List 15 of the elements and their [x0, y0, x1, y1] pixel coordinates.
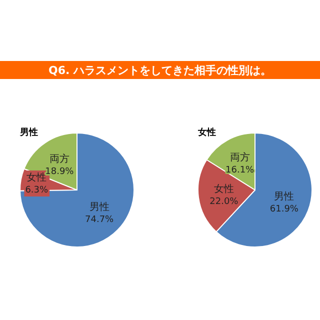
data-label: 6.3%: [25, 185, 49, 196]
data-label: 61.9%: [270, 204, 299, 214]
data-label: 22.0%: [210, 197, 239, 208]
text: Q6. ハラスメントをしてきた相手の性別は。: [48, 64, 272, 77]
chart-subtitle: 女性: [197, 127, 216, 138]
data-label: 18.9%: [45, 167, 74, 178]
chart-subtitle: 男性: [19, 127, 38, 138]
slice-label: 男性: [274, 190, 294, 202]
slice-label: 両方: [49, 153, 70, 166]
slice-label: 男性: [89, 201, 110, 214]
slice-label: 女性: [214, 183, 234, 196]
data-label: 16.1%: [226, 166, 255, 176]
slice-label: 両方: [230, 152, 250, 164]
slice-label: 女性: [26, 171, 47, 184]
data-label: 74.7%: [85, 215, 114, 226]
